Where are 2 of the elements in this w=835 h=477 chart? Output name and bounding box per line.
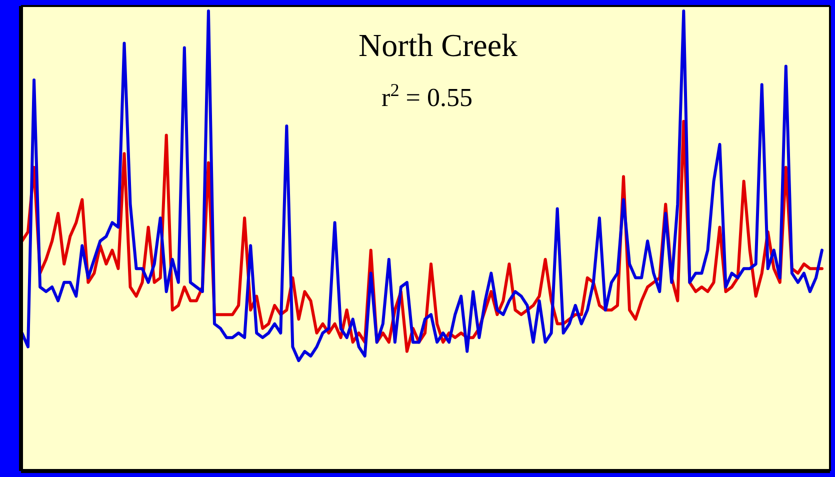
text: North Creek <box>358 27 518 63</box>
annotation: r$^{2}$ = 0.55 <box>382 80 472 112</box>
